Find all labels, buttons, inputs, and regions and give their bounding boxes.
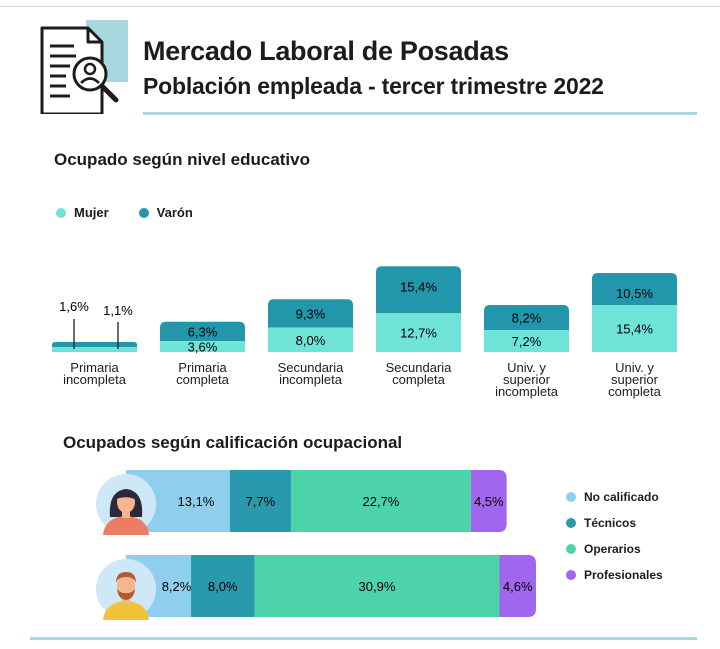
legend-label-no-calificado: No calificado	[584, 490, 659, 504]
bar-mujer	[160, 341, 245, 352]
category-label-line: Univ. y	[507, 360, 546, 375]
legend-swatch-varon	[138, 207, 149, 218]
woman-avatar-icon	[96, 474, 156, 535]
education-stacked-bar-chart: 1,6% 1,1%Primaria incompleta3,6%6,3%Primar…	[52, 266, 677, 399]
man-avatar-icon	[96, 559, 156, 620]
document-search-person-icon	[40, 20, 128, 114]
category-label: Univ. y superior incompleta	[495, 360, 559, 399]
category-label-line: incompleta	[279, 372, 343, 387]
bottom-divider	[30, 637, 697, 640]
data-label-mujer: 15,4%	[616, 322, 653, 337]
category-label: Secundaria incompleta	[278, 360, 345, 387]
data-label-mujer-profesionales: 4,5%	[474, 494, 504, 509]
bar-varon	[52, 342, 137, 347]
bar-mujer	[592, 305, 677, 352]
data-label-mujer-no-calificado: 13,1%	[178, 494, 215, 509]
category-label-line: Secundaria	[386, 360, 453, 375]
data-label-varon: 15,4%	[400, 279, 437, 294]
category-label: Secundaria completa	[386, 360, 453, 387]
legend-swatch-profesionales	[566, 570, 576, 580]
category-label: Primaria completa	[176, 360, 230, 387]
bar-varon	[484, 305, 569, 331]
data-label-varon-tecnicos: 8,0%	[208, 579, 238, 594]
category-label-line: Primaria	[70, 360, 119, 375]
category-label-line: completa	[392, 372, 446, 387]
legend-swatch-no-calificado	[566, 492, 576, 502]
data-label-varon: 9,3%	[296, 306, 326, 321]
category-label-line: incompleta	[495, 384, 559, 399]
data-label-mujer: 12,7%	[400, 326, 437, 341]
bar-mujer-tecnicos	[229, 470, 291, 532]
bar-mujer-profesionales	[470, 470, 507, 532]
bar-mujer	[376, 313, 461, 352]
data-label-varon: 10,5%	[616, 286, 653, 301]
legend-item-profesionales: Profesionales	[566, 562, 663, 588]
category-label-line: Univ. y	[615, 360, 654, 375]
bar-mujer	[484, 330, 569, 352]
bar-mujer	[52, 347, 137, 352]
bar-mujer-operarios	[290, 470, 471, 532]
education-chart-title: Ocupado según nivel educativo	[54, 150, 310, 169]
qualification-legend: No calificado Técnicos Operarios Profesi…	[566, 484, 663, 588]
legend-item-operarios: Operarios	[566, 536, 663, 562]
category-label-line: completa	[176, 372, 230, 387]
data-label-varon-no-calificado: 8,2%	[162, 579, 192, 594]
legend-swatch-operarios	[566, 544, 576, 554]
legend-label-profesionales: Profesionales	[584, 568, 663, 582]
bar-mujer	[268, 327, 353, 352]
education-legend: Mujer Varón	[56, 205, 223, 220]
category-label-line: superior	[611, 372, 659, 387]
top-divider	[0, 6, 720, 7]
qualification-stacked-bar-chart: 13,1% 7,7% 22,7% 4,5% 8,2% 8,0% 30,9% 4,6%	[126, 470, 536, 617]
category-label-line: superior	[503, 372, 551, 387]
data-label-varon: 8,2%	[512, 311, 542, 326]
data-label-varon-operarios: 30,9%	[359, 579, 396, 594]
bar-varon	[592, 273, 677, 306]
bar-varon-profesionales	[499, 555, 536, 617]
data-label-varon-profesionales: 4,6%	[503, 579, 533, 594]
legend-swatch-tecnicos	[566, 518, 576, 528]
bar-varon-operarios	[254, 555, 500, 617]
data-label-varon: 1,1%	[103, 303, 133, 318]
legend-label-varon: Varón	[156, 205, 193, 220]
legend-swatch-mujer	[56, 207, 66, 218]
bar-varon	[376, 266, 461, 314]
page-subtitle: Población empleada - tercer trimestre 20…	[143, 73, 604, 99]
legend-item-mujer: Mujer	[56, 205, 109, 220]
legend-item-no-calificado: No calificado	[566, 484, 663, 510]
bar-varon	[160, 321, 245, 342]
data-label-mujer-tecnicos: 7,7%	[246, 494, 276, 509]
bar-varon	[268, 299, 353, 328]
data-label-mujer: 1,6%	[59, 299, 89, 314]
legend-item-varon: Varón	[138, 205, 193, 220]
data-label-mujer: 3,6%	[188, 340, 218, 355]
category-label: Primaria incompleta	[63, 360, 127, 387]
legend-item-tecnicos: Técnicos	[566, 510, 663, 536]
category-label-line: Secundaria	[278, 360, 345, 375]
legend-label-mujer: Mujer	[74, 205, 109, 220]
data-label-mujer: 8,0%	[296, 333, 326, 348]
category-label-line: completa	[608, 384, 662, 399]
category-label: Univ. y superior completa	[608, 360, 662, 399]
legend-label-tecnicos: Técnicos	[584, 516, 637, 530]
page-title: Mercado Laboral de Posadas	[143, 36, 509, 66]
data-label-mujer-operarios: 22,7%	[363, 494, 400, 509]
qualification-chart-title: Ocupados según calificación ocupacional	[63, 433, 403, 452]
bar-varon-tecnicos	[191, 555, 255, 617]
legend-label-operarios: Operarios	[584, 542, 641, 556]
category-label-line: incompleta	[63, 372, 127, 387]
data-label-varon: 6,3%	[188, 324, 218, 339]
header-divider	[143, 112, 697, 115]
data-label-mujer: 7,2%	[512, 334, 542, 349]
category-label-line: Primaria	[178, 360, 227, 375]
